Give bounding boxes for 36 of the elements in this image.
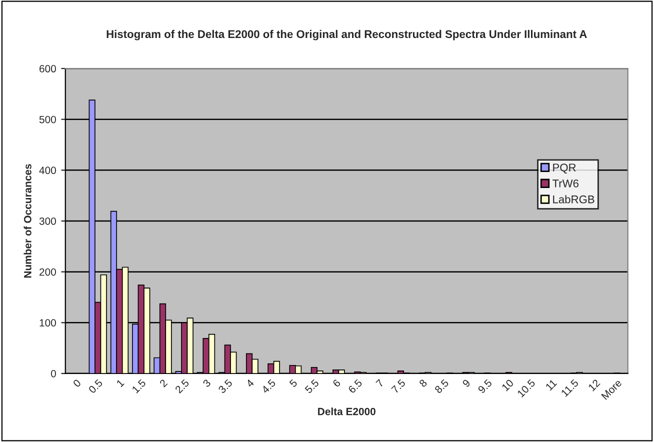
- x-tick-label: 4: [246, 378, 254, 388]
- x-tick-label: 6.5: [348, 378, 363, 394]
- x-tick-label: 7.5: [391, 378, 406, 394]
- x-tick-label: 0: [72, 378, 82, 388]
- y-tick-label: 400: [39, 166, 56, 174]
- y-axis-title: Number of Occurances: [24, 164, 32, 278]
- x-tick-label: 3.5: [218, 378, 233, 394]
- x-tick-label: 10: [501, 378, 514, 392]
- x-tick-label: 2.5: [174, 378, 190, 394]
- y-tick-label: 300: [39, 218, 56, 225]
- y-tick-label: 200: [40, 268, 56, 276]
- x-tick-label: 0.5: [88, 378, 103, 394]
- x-tick-label: 4.5: [261, 378, 276, 394]
- x-tick-label: 3: [202, 378, 212, 388]
- y-tick-label: 0: [50, 370, 56, 378]
- x-tick-label: 8.5: [434, 378, 450, 394]
- x-tick-label: 9.5: [478, 378, 492, 394]
- x-tick-label: 8: [418, 378, 428, 388]
- chart-title: Histogram of the Delta E2000 of the Original and Reconstructed Spectra Under Illuminant A: [106, 30, 587, 40]
- y-tick-label: 100: [40, 319, 56, 327]
- legend-label: LabRGB: [553, 195, 594, 204]
- x-tick-label: 1: [116, 378, 124, 388]
- x-axis-title: Delta E2000: [318, 408, 376, 416]
- legend-label: TrW6: [552, 180, 578, 188]
- x-tick-label: 2: [159, 378, 168, 388]
- x-tick-label: 1.5: [132, 378, 146, 394]
- x-tick-label: 7: [376, 378, 384, 388]
- x-tick-label: 5: [289, 378, 298, 388]
- legend-label: PQR: [553, 164, 576, 174]
- x-tick-label: 9: [462, 378, 471, 388]
- x-tick-label: 11: [545, 378, 558, 391]
- x-tick-label: 5.5: [304, 378, 320, 394]
- x-tick-label: 6: [332, 378, 341, 388]
- y-tick-label: 500: [39, 116, 56, 124]
- y-tick-label: 600: [40, 65, 56, 72]
- x-tick-label: 12: [588, 378, 600, 392]
